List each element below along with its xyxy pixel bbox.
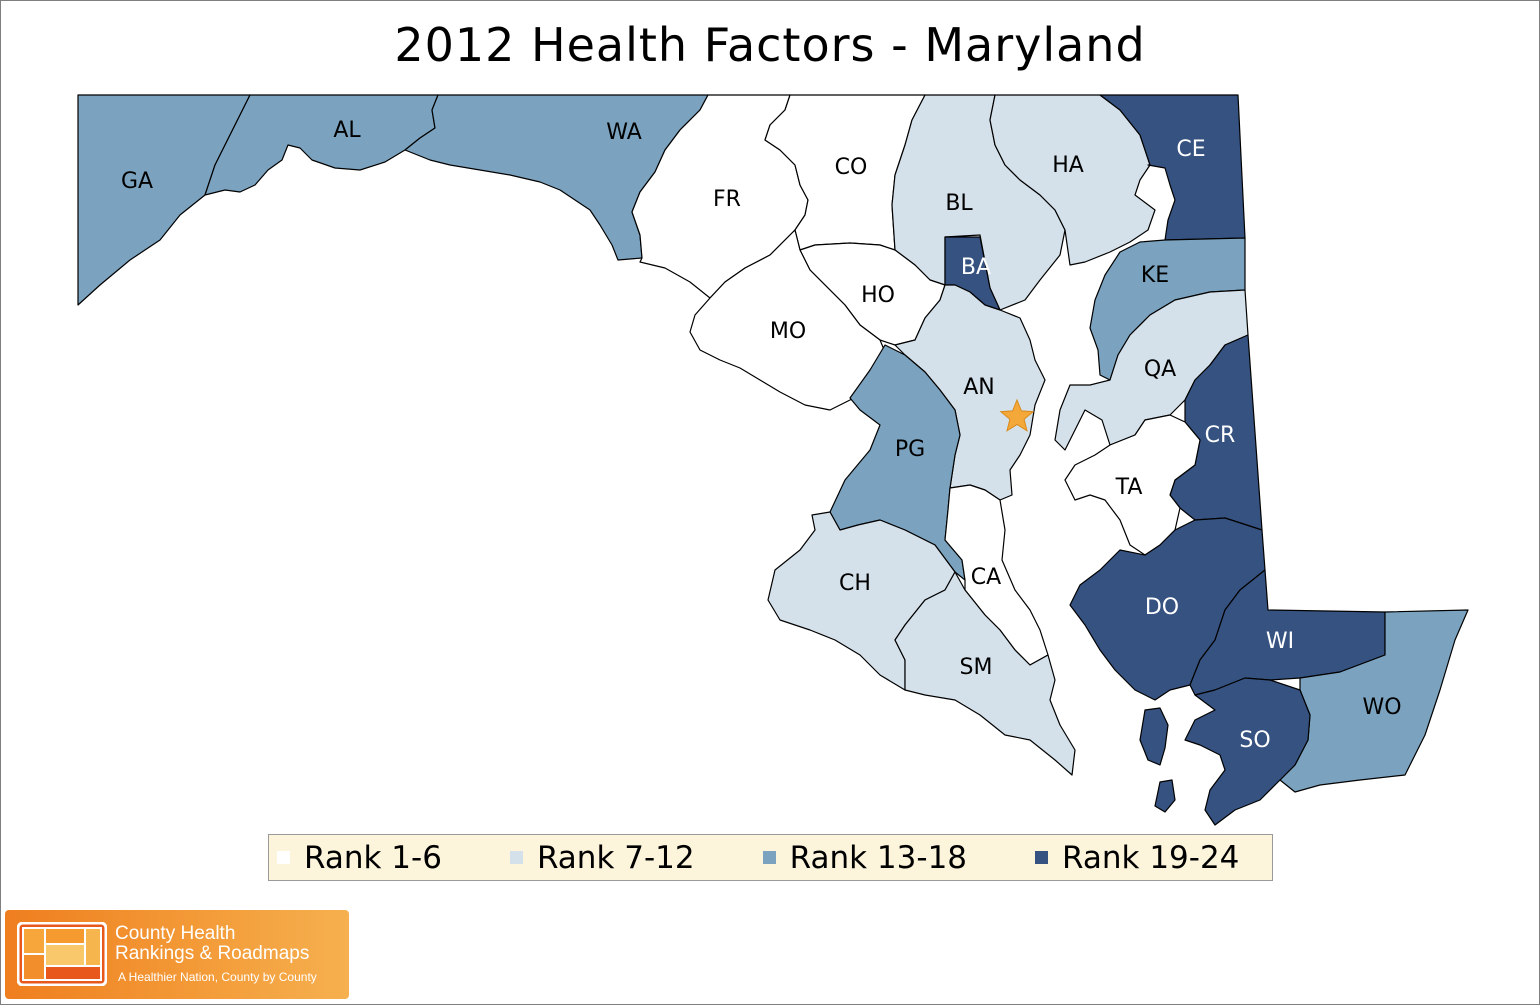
county-map-logo-icon [17,922,107,986]
county-label-TA: TA [1115,475,1143,500]
county-label-WO: WO [1362,695,1401,720]
legend-swatch [762,851,776,864]
county-label-HO: HO [861,283,895,308]
county-SO-island-1 [1139,707,1169,766]
county-label-SM: SM [960,655,993,680]
county-MO[interactable] [689,229,886,411]
legend-label: Rank 1-6 [304,839,442,876]
legend-swatch [1035,851,1049,864]
county-label-BA: BA [961,255,991,280]
county-label-DO: DO [1145,595,1179,620]
county-label-FR: FR [713,187,741,212]
legend-item-rank-13-18: Rank 13-18 [762,839,968,876]
county-label-MO: MO [770,319,806,344]
county-health-rankings-logo[interactable]: County Health Rankings & Roadmaps A Heal… [5,910,349,999]
county-DO[interactable] [1069,517,1266,701]
county-SM[interactable] [894,571,1076,776]
county-label-CA: CA [971,565,1001,590]
county-label-CH: CH [839,571,871,596]
county-label-WI: WI [1266,629,1294,654]
county-label-KE: KE [1141,263,1169,288]
county-label-CO: CO [835,155,868,180]
logo-title: County Health Rankings & Roadmaps [115,923,310,964]
county-label-BL: BL [945,191,973,216]
county-label-PG: PG [895,437,925,462]
legend-label: Rank 13-18 [789,839,968,876]
county-label-SO: SO [1239,728,1270,753]
legend-swatch [277,851,290,864]
county-label-GA: GA [121,169,153,194]
map-title: 2012 Health Factors - Maryland [394,18,1146,72]
county-label-CR: CR [1205,423,1236,448]
county-label-AL: AL [333,118,361,143]
logo-tagline: A Healthier Nation, County by County [118,970,317,984]
county-WO[interactable] [1279,609,1469,793]
county-label-AN: AN [963,375,995,400]
legend-label: Rank 7-12 [536,839,695,876]
legend-swatch [509,851,523,864]
legend-label: Rank 19-24 [1062,839,1240,876]
capital-star-icon [999,398,1035,432]
legend-item-rank-1-6: Rank 1-6 [277,840,442,876]
county-label-WA: WA [606,120,642,145]
county-label-CE: CE [1176,137,1205,162]
map-legend: Rank 1-6 Rank 7-12 Rank 13-18 Rank 19-24 [268,834,1273,881]
county-label-HA: HA [1052,153,1084,178]
county-SO[interactable] [1184,677,1311,826]
county-GA[interactable] [77,94,251,306]
legend-item-rank-19-24: Rank 19-24 [1035,840,1239,876]
legend-item-rank-7-12: Rank 7-12 [509,839,695,876]
county-label-QA: QA [1144,357,1176,382]
county-SO-island-2 [1154,779,1176,813]
